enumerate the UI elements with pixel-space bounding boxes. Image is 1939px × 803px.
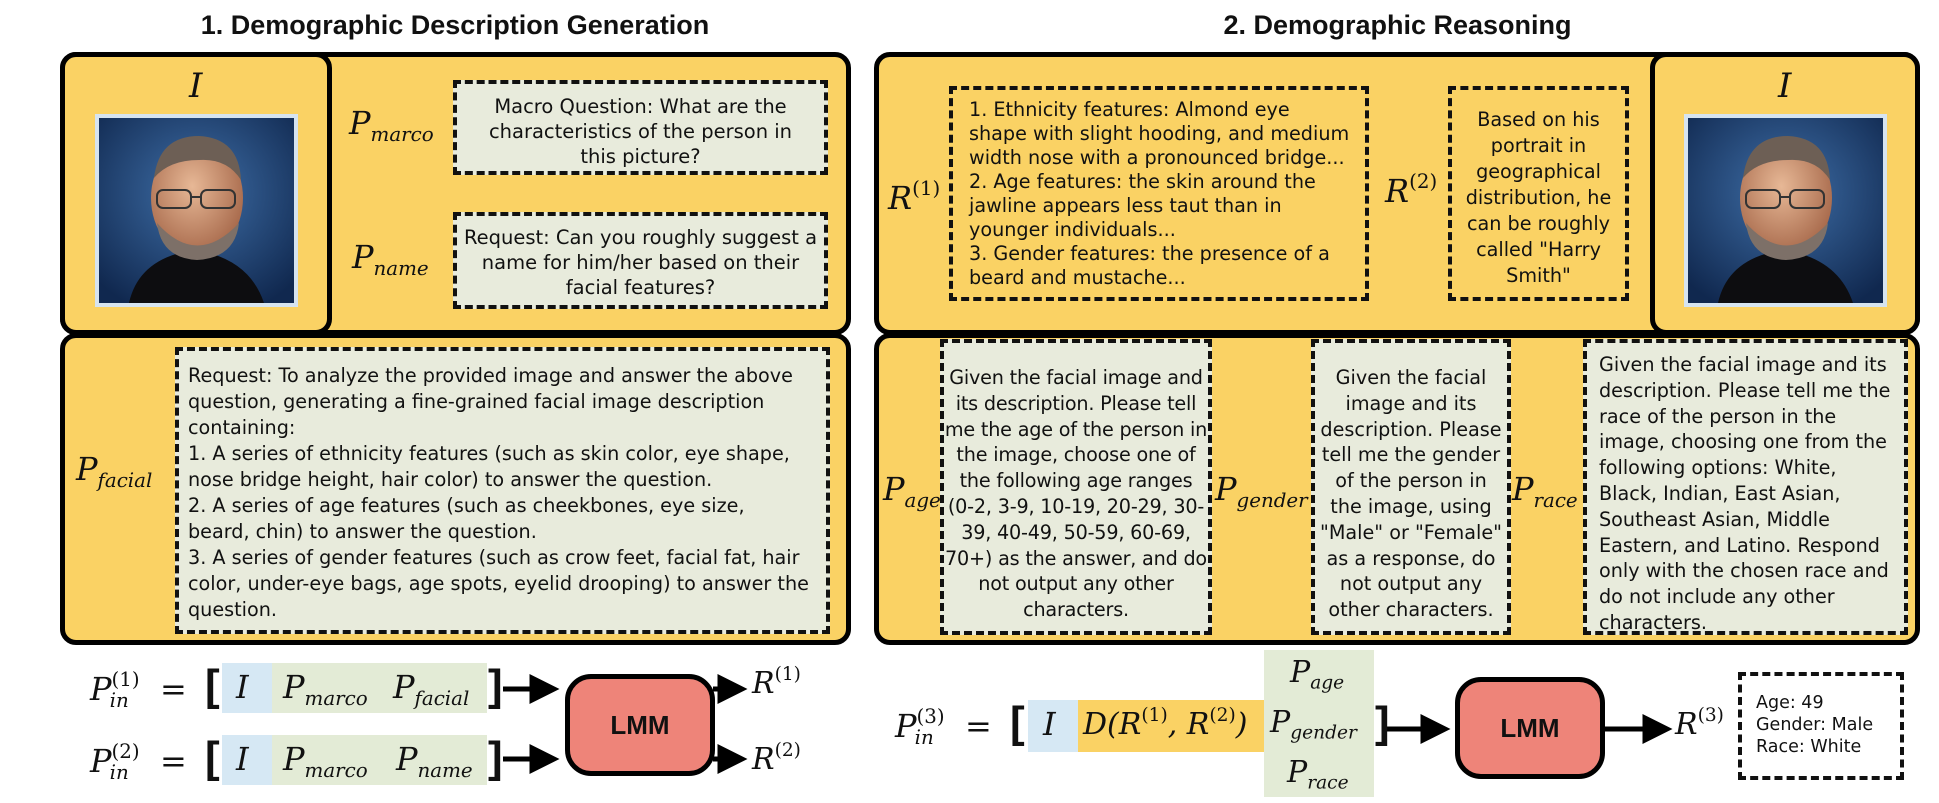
r1-description-box: 1. Ethnicity features: Almond eye shape … bbox=[949, 86, 1369, 301]
p-facial-prompt-box: Request: To analyze the provided image a… bbox=[175, 347, 830, 634]
section2-portrait-image bbox=[1684, 114, 1887, 307]
eq1-image-token-label: I bbox=[236, 668, 249, 706]
facial-line: 3. A series of gender features (such as … bbox=[188, 546, 800, 569]
eq3-description-token bbox=[1078, 700, 1264, 752]
p-name-prompt-box: Request: Can you roughly suggest a name … bbox=[453, 212, 828, 309]
eq3-open-bracket: [ bbox=[1010, 698, 1025, 747]
eq3-p-race: Prace bbox=[1287, 755, 1349, 794]
eq1-lhs: P(1)in bbox=[90, 668, 140, 712]
eq2-image-token-label: I bbox=[236, 740, 249, 778]
eq2-open-bracket: [ bbox=[205, 733, 220, 782]
r2-name-box: Based on his portrait in geographical di… bbox=[1448, 86, 1629, 301]
p-facial-label: Pfacial bbox=[76, 450, 153, 492]
eq3-image-token-label: I bbox=[1043, 705, 1056, 743]
p-marco-label: Pmarco bbox=[349, 104, 434, 146]
eq1-p-marco: Pmarco bbox=[283, 668, 368, 710]
result-race: Race: White bbox=[1756, 737, 1862, 757]
eq2-close-bracket: ] bbox=[488, 733, 503, 782]
lmm-block-left: LMM bbox=[565, 674, 715, 776]
facial-line: question. bbox=[188, 598, 277, 621]
facial-line: containing: bbox=[188, 416, 296, 439]
section1-portrait-image bbox=[95, 114, 298, 307]
eq3-lhs: P(3)in bbox=[895, 705, 945, 749]
p-gender-prompt-box: Given the facial image and its descripti… bbox=[1311, 339, 1511, 635]
eq2-equals: = bbox=[160, 742, 187, 780]
p-race-prompt-box: Given the facial image and its descripti… bbox=[1583, 339, 1908, 635]
eq3-p-gender: Pgender bbox=[1270, 705, 1357, 744]
r1-label: R(1) bbox=[888, 177, 941, 217]
eq2-p-name: Pname bbox=[396, 740, 473, 782]
out-r1: R(1) bbox=[752, 664, 801, 702]
p-gender-label: Pgender bbox=[1215, 470, 1308, 512]
lmm-block-right: LMM bbox=[1455, 677, 1605, 779]
facial-line: 1. A series of ethnicity features (such … bbox=[188, 442, 790, 465]
section1-title: 1. Demographic Description Generation bbox=[200, 10, 710, 40]
out-r3: R(3) bbox=[1675, 705, 1724, 743]
result-age: Age: 49 bbox=[1756, 693, 1824, 713]
eq1-equals: = bbox=[160, 670, 187, 708]
eq1-p-facial: Pfacial bbox=[393, 668, 470, 710]
eq3-image-token bbox=[1028, 700, 1078, 752]
facial-line: Request: To analyze the provided image a… bbox=[188, 364, 793, 387]
eq3-equals: = bbox=[965, 707, 992, 745]
result-gender: Gender: Male bbox=[1756, 715, 1874, 735]
facial-line: color, under-eye bags, age spots, eyelid… bbox=[188, 572, 809, 595]
eq2-lhs: P(2)in bbox=[90, 740, 140, 784]
eq1-close-bracket: ] bbox=[488, 661, 503, 710]
p-race-label: Prace bbox=[1512, 470, 1578, 512]
facial-line: nose bridge height, hair color) to answe… bbox=[188, 468, 713, 491]
eq3-p-age: Page bbox=[1290, 655, 1345, 694]
eq3-prompt-stack bbox=[1264, 650, 1374, 797]
section2-title: 2. Demographic Reasoning bbox=[1223, 10, 1572, 40]
result-box: Age: 49 Gender: Male Race: White bbox=[1738, 672, 1904, 780]
r1-line: jawline appears less taut than in bbox=[969, 194, 1282, 217]
r1-line: 2. Age features: the skin around the bbox=[969, 170, 1316, 193]
facial-line: question, generating a fine-grained faci… bbox=[188, 390, 765, 413]
p-name-label: Pname bbox=[352, 238, 429, 280]
eq3-description-label: D(R(1), R(2)) bbox=[1083, 705, 1248, 743]
facial-line: 2. A series of age features (such as che… bbox=[188, 494, 745, 517]
r2-label: R(2) bbox=[1385, 170, 1438, 210]
eq2-p-marco: Pmarco bbox=[283, 740, 368, 782]
p-age-prompt-box: Given the facial image and its descripti… bbox=[940, 339, 1212, 635]
eq2-prompt-token bbox=[272, 735, 487, 785]
out-r2: R(2) bbox=[752, 740, 801, 778]
r1-line: beard and mustache... bbox=[969, 266, 1186, 289]
r1-line: shape with slight hooding, and medium bbox=[969, 122, 1350, 145]
eq3-close-bracket: ] bbox=[1375, 698, 1390, 747]
p-marco-prompt-box: Macro Question: What are the characteris… bbox=[453, 80, 828, 175]
r1-line: 1. Ethnicity features: Almond eye bbox=[969, 98, 1290, 121]
facial-line: beard, chin) to answer the question. bbox=[188, 520, 537, 543]
r1-line: younger individuals... bbox=[969, 218, 1176, 241]
eq1-open-bracket: [ bbox=[205, 661, 220, 710]
section2-image-label: I bbox=[1778, 66, 1792, 106]
eq1-prompt-token bbox=[272, 663, 487, 713]
eq1-image-token bbox=[222, 663, 272, 713]
r1-line: 3. Gender features: the presence of a bbox=[969, 242, 1330, 265]
eq2-image-token bbox=[222, 735, 272, 785]
p-age-label: Page bbox=[883, 470, 941, 512]
r1-line: width nose with a pronounced bridge... bbox=[969, 146, 1345, 169]
section1-image-label: I bbox=[189, 66, 203, 106]
